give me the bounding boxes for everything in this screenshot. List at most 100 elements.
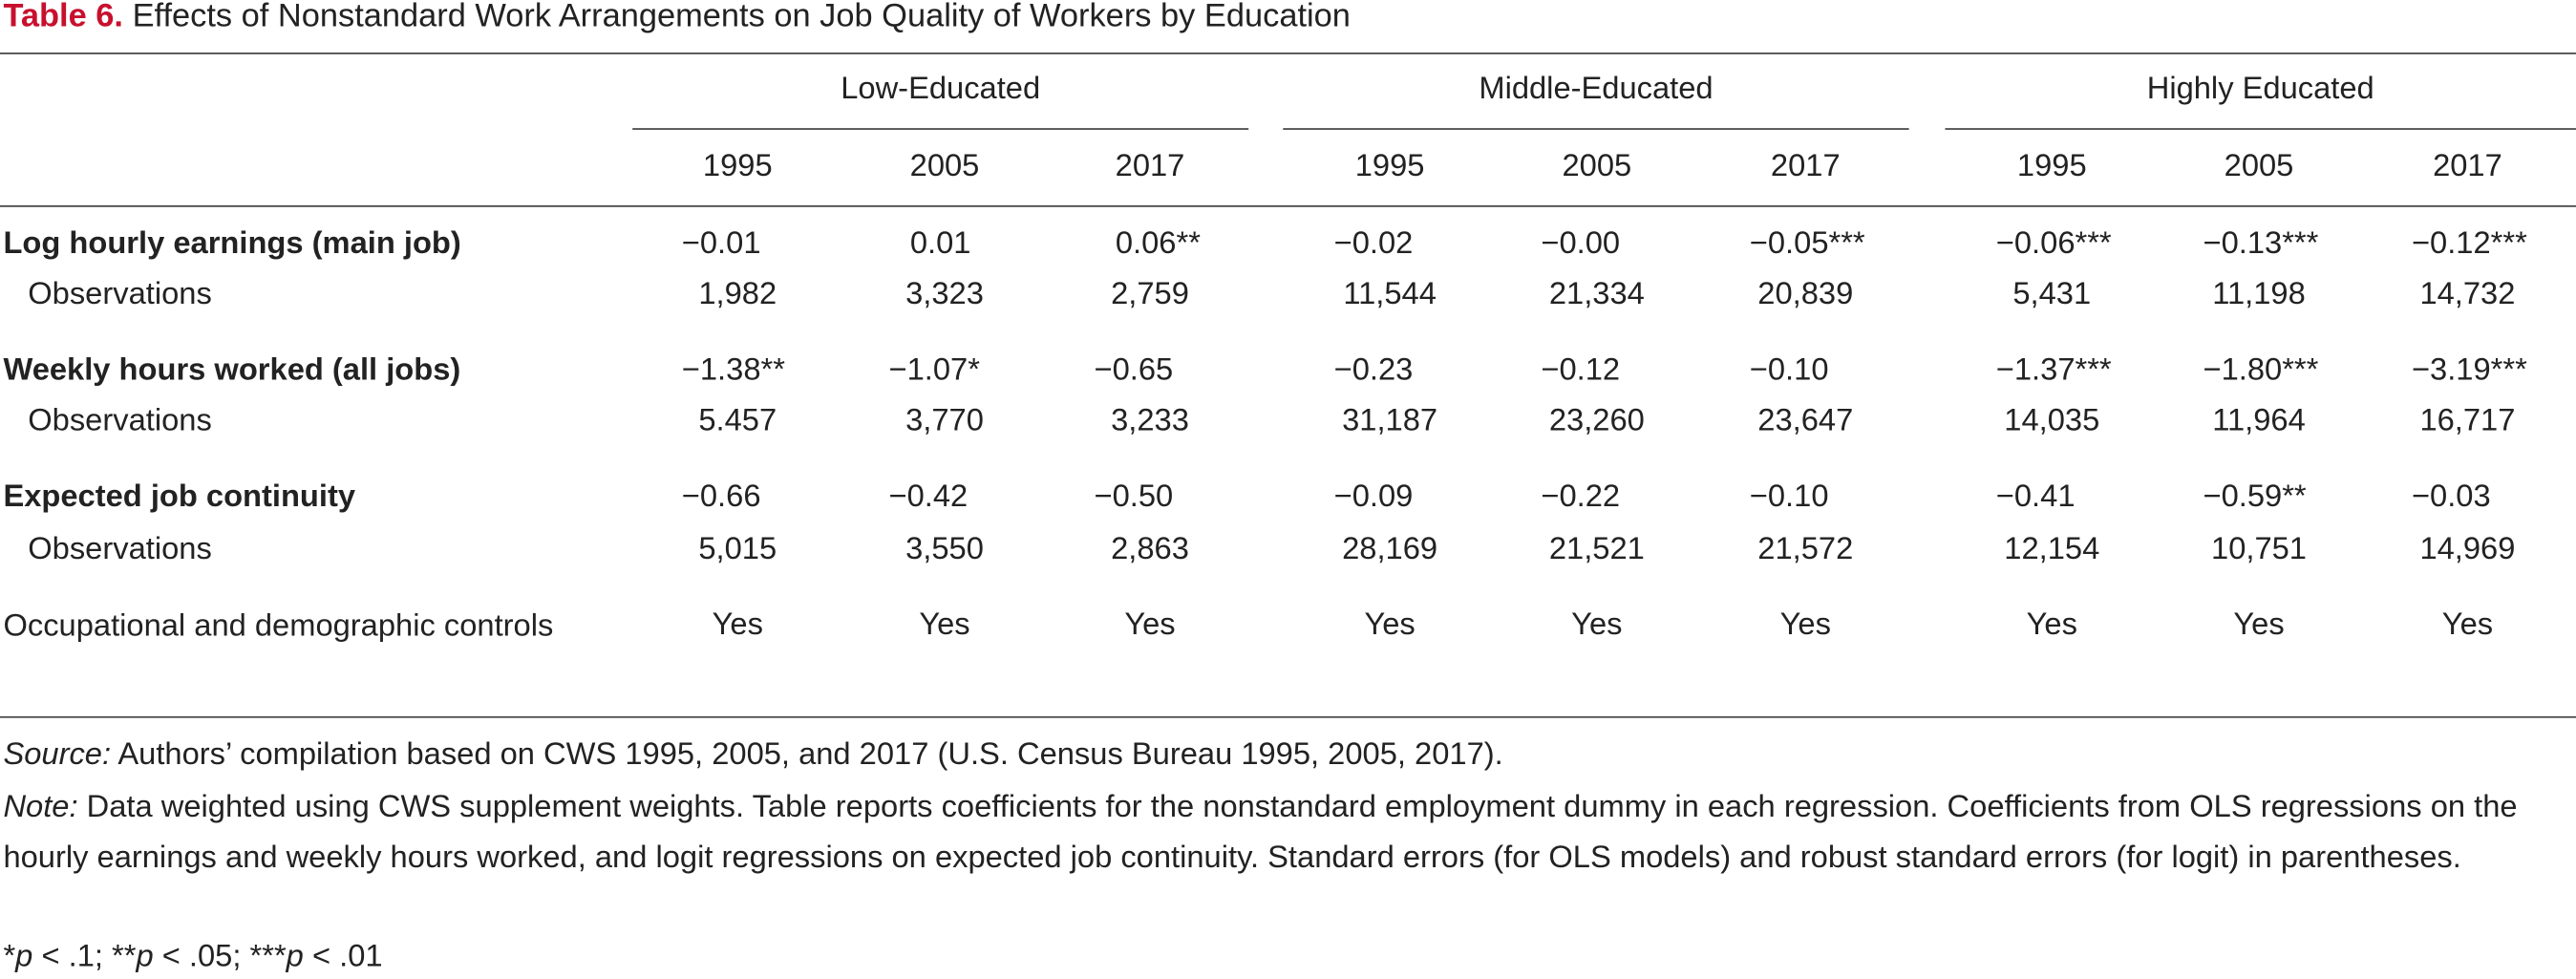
- cell: −0.66: [681, 479, 761, 515]
- cell: 3,770: [905, 404, 984, 439]
- year-header: 2005: [1562, 149, 1632, 184]
- cell: −0.41: [1995, 479, 2076, 515]
- note: Note: Data weighted using CWS supplement…: [3, 782, 2576, 884]
- year-header: 2017: [1770, 149, 1841, 184]
- cell: −0.10: [1749, 352, 1829, 388]
- cell: −0.00: [1541, 226, 1621, 262]
- title-text: Effects of Nonstandard Work Arrangements…: [132, 0, 1351, 35]
- cell: 16,717: [2419, 404, 2516, 439]
- cell: 3,550: [905, 532, 984, 567]
- cell: −0.06***: [1995, 226, 2112, 262]
- cell: −0.65: [1094, 352, 1174, 388]
- cell: 11,964: [2212, 404, 2306, 439]
- row-label: Observations: [28, 277, 212, 312]
- group-header: Highly Educated: [2146, 72, 2374, 107]
- source-label: Source:: [3, 737, 112, 773]
- cell: Yes: [2026, 607, 2077, 643]
- note-label: Note:: [3, 790, 78, 825]
- row-label: Observations: [28, 532, 212, 567]
- significance-part: p: [286, 939, 304, 974]
- cell: 2,759: [1111, 277, 1189, 312]
- cell: Yes: [1571, 607, 1623, 643]
- significance-part: < .1; **: [32, 939, 137, 974]
- cell: −0.13***: [2203, 226, 2319, 262]
- group-header: Middle-Educated: [1479, 72, 1714, 107]
- cell: 5,431: [2012, 277, 2092, 312]
- cell: −0.10: [1749, 479, 1829, 515]
- note-text: Data weighted using CWS supplement weigh…: [3, 790, 2518, 876]
- cell: 23,647: [1757, 404, 1854, 439]
- cell: −0.12***: [2411, 226, 2527, 262]
- cell: −0.02: [1333, 226, 1414, 262]
- cell: 21,334: [1548, 277, 1645, 312]
- cell: 5,015: [698, 532, 777, 567]
- cell: Yes: [1124, 607, 1176, 643]
- year-header: 1995: [702, 149, 773, 184]
- rule: [0, 53, 2576, 54]
- rule: [632, 128, 1249, 130]
- source-text: Authors’ compilation based on CWS 1995, …: [117, 737, 1503, 773]
- rule: [0, 205, 2576, 207]
- significance-note: *p < .1; **p < .05; ***p < .01: [3, 940, 382, 976]
- significance-part: *: [3, 939, 16, 974]
- cell: 21,521: [1548, 532, 1645, 567]
- cell: 3,233: [1111, 404, 1189, 439]
- cell: Yes: [1364, 607, 1416, 643]
- cell: −1.80***: [2203, 352, 2319, 388]
- cell: −0.59**: [2203, 479, 2307, 515]
- row-label: Weekly hours worked (all jobs): [3, 352, 461, 388]
- significance-part: < .05; ***: [153, 939, 287, 974]
- cell: 11,198: [2212, 277, 2306, 312]
- cell: 21,572: [1757, 532, 1854, 567]
- cell: −0.23: [1333, 352, 1414, 388]
- cell: −0.12: [1541, 352, 1621, 388]
- cell: 3,323: [905, 277, 984, 312]
- cell: −1.07*: [888, 352, 980, 388]
- year-header: 2005: [909, 149, 980, 184]
- cell: 28,169: [1342, 532, 1438, 567]
- cell: −0.22: [1541, 479, 1621, 515]
- cell: 20,839: [1757, 277, 1854, 312]
- rule: [1945, 128, 2576, 130]
- cell: −0.09: [1333, 479, 1414, 515]
- year-header: 2017: [1115, 149, 1185, 184]
- cell: 1,982: [698, 277, 777, 312]
- cell: 0.01: [909, 226, 971, 262]
- cell: 0.06**: [1115, 226, 1201, 262]
- cell: −0.05***: [1749, 226, 1865, 262]
- rule: [1283, 128, 1909, 130]
- cell: 5.457: [698, 404, 777, 439]
- significance-part: p: [15, 939, 33, 974]
- rule: [0, 715, 2576, 718]
- significance-part: < .01: [303, 939, 383, 974]
- cell: −1.37***: [1995, 352, 2112, 388]
- cell: 10,751: [2211, 532, 2307, 567]
- cell: 12,154: [2004, 532, 2100, 567]
- cell: 2,863: [1111, 532, 1189, 567]
- year-header: 2005: [2224, 149, 2294, 184]
- cell: −1.38**: [681, 352, 785, 388]
- cell: 11,544: [1343, 277, 1437, 312]
- year-header: 2017: [2433, 149, 2502, 184]
- table-title: Table 6. Effects of Nonstandard Work Arr…: [3, 0, 1350, 34]
- cell: 14,969: [2419, 532, 2516, 567]
- significance-part: p: [136, 939, 154, 974]
- cell: Yes: [1779, 607, 1831, 643]
- cell: 14,732: [2419, 277, 2516, 312]
- cell: 23,260: [1548, 404, 1645, 439]
- cell: −0.50: [1094, 479, 1174, 515]
- cell: Yes: [2233, 607, 2285, 643]
- cell: 14,035: [2004, 404, 2100, 439]
- row-label: Log hourly earnings (main job): [3, 226, 461, 262]
- cell: Yes: [712, 607, 763, 643]
- cell: −0.42: [888, 479, 969, 515]
- group-header: Low-Educated: [841, 72, 1041, 107]
- cell: −0.03: [2411, 479, 2491, 515]
- cell: −3.19***: [2411, 352, 2527, 388]
- cell: Yes: [919, 607, 970, 643]
- cell: Yes: [2441, 607, 2494, 643]
- year-header: 1995: [1354, 149, 1425, 184]
- source-note: Source: Authors’ compilation based on CW…: [3, 737, 1502, 774]
